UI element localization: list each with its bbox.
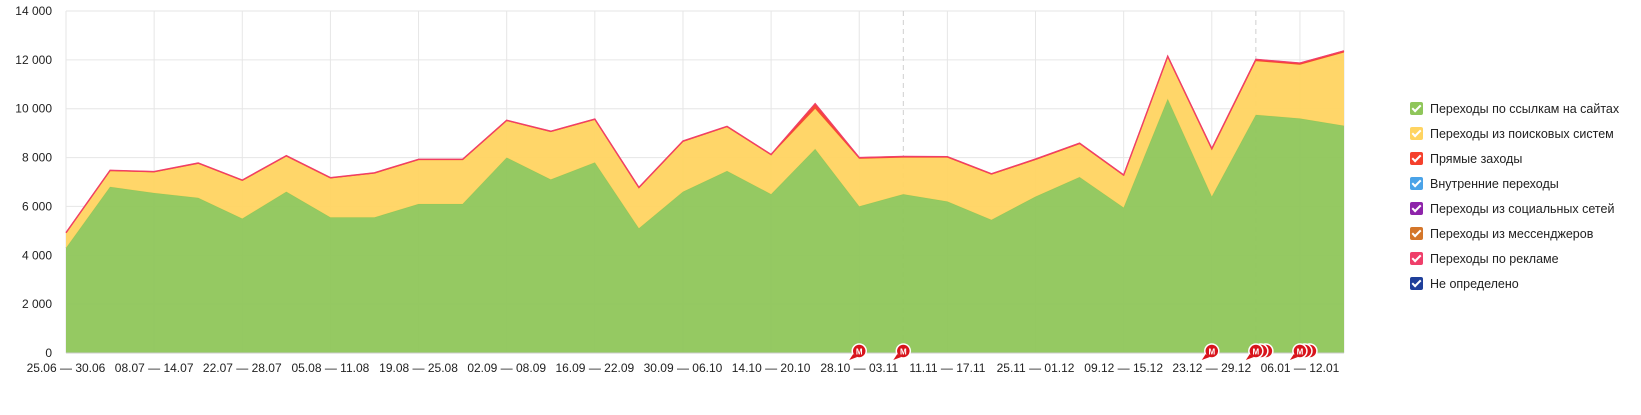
legend-item[interactable]: Не определено: [1410, 271, 1619, 296]
legend-item[interactable]: Переходы из поисковых систем: [1410, 121, 1619, 146]
event-marker[interactable]: M: [893, 343, 912, 360]
y-tick-label: 12 000: [15, 53, 52, 67]
legend-item[interactable]: Прямые заходы: [1410, 146, 1619, 171]
checkbox-icon[interactable]: [1410, 152, 1423, 165]
chart-legend: Переходы по ссылкам на сайтах Переходы из…: [1410, 96, 1619, 296]
event-marker-label: M: [900, 348, 907, 357]
legend-item[interactable]: Переходы по рекламе: [1410, 246, 1619, 271]
x-tick-label: 06.01 — 12.01: [1261, 361, 1340, 375]
legend-label: Переходы из социальных сетей: [1430, 201, 1615, 216]
x-tick-label: 25.06 — 30.06: [27, 361, 106, 375]
area-series-0: [66, 98, 1344, 353]
event-marker[interactable]: M: [1201, 343, 1220, 360]
checkbox-icon[interactable]: [1410, 277, 1423, 290]
x-tick-label: 25.11 — 01.12: [997, 361, 1075, 375]
legend-label: Переходы по рекламе: [1430, 251, 1559, 266]
event-marker-label: M: [1253, 348, 1260, 357]
checkbox-icon[interactable]: [1410, 252, 1423, 265]
legend-label: Внутренние переходы: [1430, 176, 1559, 191]
checkbox-icon[interactable]: [1410, 127, 1423, 140]
event-marker-pointer: [1201, 354, 1210, 360]
event-marker-circle: [851, 343, 867, 359]
x-tick-label: 09.12 — 15.12: [1084, 361, 1163, 375]
event-marker-circle: [1248, 343, 1264, 359]
event-marker-circle: [1204, 343, 1220, 359]
series-line-6: [65, 50, 1345, 233]
x-tick-label: 30.09 — 06.10: [644, 361, 723, 375]
event-marker-pointer: [849, 354, 858, 360]
checkbox-icon[interactable]: [1410, 177, 1423, 190]
event-marker-pointer: [1245, 354, 1254, 360]
x-tick-label: 28.10 — 03.11: [820, 361, 898, 375]
event-marker-circle: [1292, 343, 1308, 359]
event-marker-pointer: [1289, 354, 1298, 360]
x-tick-label: 14.10 — 20.10: [732, 361, 811, 375]
x-tick-label: 22.07 — 28.07: [203, 361, 282, 375]
event-marker-label: M: [1208, 348, 1215, 357]
y-tick-label: 6 000: [22, 199, 52, 213]
x-tick-label: 23.12 — 29.12: [1172, 361, 1251, 375]
y-tick-label: 14 000: [15, 4, 52, 18]
y-axis: 0 2 000 4 000 6 000 8 000 10 000 12 000 14 000: [15, 4, 52, 360]
area-series-1: [66, 52, 1344, 248]
legend-label: Прямые заходы: [1430, 151, 1523, 166]
stacked-areas: [65, 50, 1345, 353]
y-tick-label: 2 000: [22, 297, 52, 311]
checkbox-icon[interactable]: [1410, 102, 1423, 115]
y-tick-label: 4 000: [22, 248, 52, 262]
x-tick-label: 08.07 — 14.07: [115, 361, 194, 375]
checkbox-icon[interactable]: [1410, 202, 1423, 215]
event-marker[interactable]: M: [1245, 343, 1274, 360]
x-tick-label: 19.08 — 25.08: [379, 361, 458, 375]
legend-item[interactable]: Внутренние переходы: [1410, 171, 1619, 196]
x-tick-label: 02.09 — 08.09: [467, 361, 546, 375]
event-marker[interactable]: M: [1289, 343, 1318, 360]
legend-label: Переходы из мессенджеров: [1430, 226, 1594, 241]
legend-label: Переходы из поисковых систем: [1430, 126, 1614, 141]
x-tick-label: 11.11 — 17.11: [909, 361, 985, 375]
event-marker-label: M: [856, 348, 863, 357]
checkbox-icon[interactable]: [1410, 227, 1423, 240]
y-tick-label: 10 000: [15, 102, 52, 116]
y-tick-label: 8 000: [22, 151, 52, 165]
x-tick-label: 16.09 — 22.09: [555, 361, 634, 375]
x-axis: 25.06 — 30.06 08.07 — 14.07 22.07 — 28.07 0…: [27, 352, 1344, 375]
x-tick-label: 05.08 — 11.08: [291, 361, 369, 375]
event-marker-pointer: [893, 354, 902, 360]
y-tick-label: 0: [45, 346, 52, 360]
event-marker[interactable]: M: [849, 343, 867, 360]
legend-item[interactable]: Переходы из социальных сетей: [1410, 196, 1619, 221]
legend-item[interactable]: Переходы по ссылкам на сайтах: [1410, 96, 1619, 121]
event-marker-label: M: [1297, 348, 1304, 357]
legend-label: Переходы по ссылкам на сайтах: [1430, 101, 1620, 116]
legend-item[interactable]: Переходы из мессенджеров: [1410, 221, 1619, 246]
legend-label: Не определено: [1430, 276, 1519, 291]
event-marker-circle: [895, 343, 912, 359]
